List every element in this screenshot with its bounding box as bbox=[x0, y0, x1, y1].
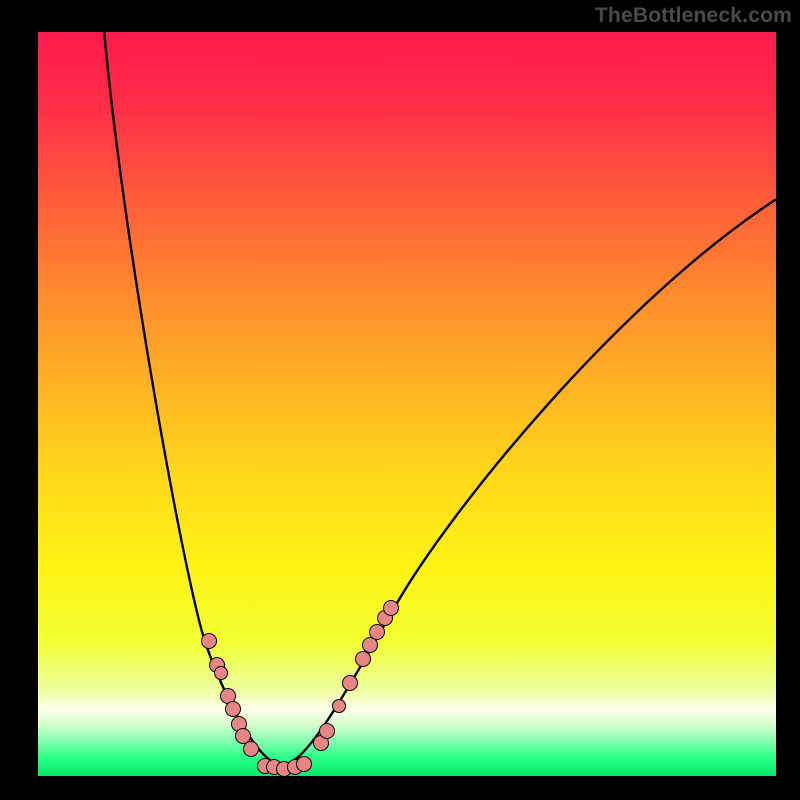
data-point-marker bbox=[319, 723, 335, 739]
chart-canvas: TheBottleneck.com bbox=[0, 0, 800, 800]
data-point-marker bbox=[214, 666, 228, 680]
data-markers bbox=[38, 32, 776, 776]
plot-area bbox=[38, 32, 776, 776]
data-point-marker bbox=[243, 741, 259, 757]
data-point-marker bbox=[201, 633, 217, 649]
data-point-marker bbox=[332, 699, 346, 713]
data-point-marker bbox=[225, 701, 241, 717]
watermark-text: TheBottleneck.com bbox=[595, 4, 792, 28]
data-point-marker bbox=[383, 600, 399, 616]
data-point-marker bbox=[296, 756, 312, 772]
data-point-marker bbox=[355, 651, 371, 667]
data-point-marker bbox=[342, 675, 358, 691]
